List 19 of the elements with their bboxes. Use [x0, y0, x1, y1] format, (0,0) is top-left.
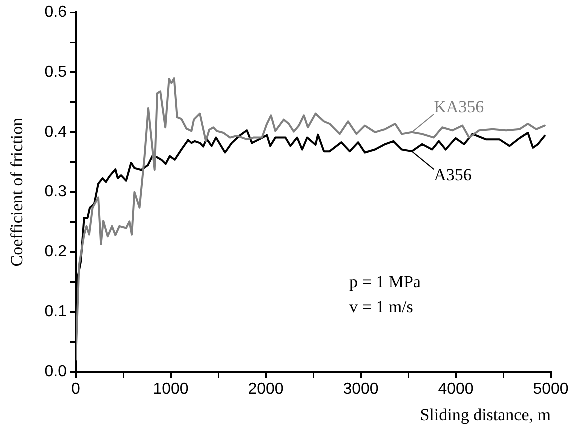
annotation: p = 1 MPa — [350, 272, 422, 292]
y-tick-label: 0.6 — [44, 4, 68, 22]
y-tick-label: 0.4 — [44, 124, 68, 141]
x-tick-label: 5000 — [533, 381, 569, 398]
x-axis-title: Sliding distance, m — [420, 405, 551, 424]
y-tick-label: 0.3 — [44, 184, 68, 201]
y-tick-label: 0.5 — [44, 64, 68, 81]
y-tick-label: 0.0 — [44, 363, 68, 380]
annotation: v = 1 m/s — [350, 298, 414, 317]
x-tick-label: 4000 — [438, 381, 474, 398]
x-tick-label: 0 — [72, 381, 81, 398]
x-tick-label: 3000 — [343, 381, 379, 398]
series-label: KA356 — [434, 97, 484, 116]
y-axis-title: Coefficient of friction — [8, 117, 27, 267]
x-tick-label: 1000 — [153, 381, 189, 398]
legend-label: A356 — [434, 166, 472, 185]
y-tick-label: 0.2 — [44, 244, 68, 261]
x-tick-label: 2000 — [248, 381, 284, 398]
y-tick-label: 0.1 — [44, 304, 68, 321]
